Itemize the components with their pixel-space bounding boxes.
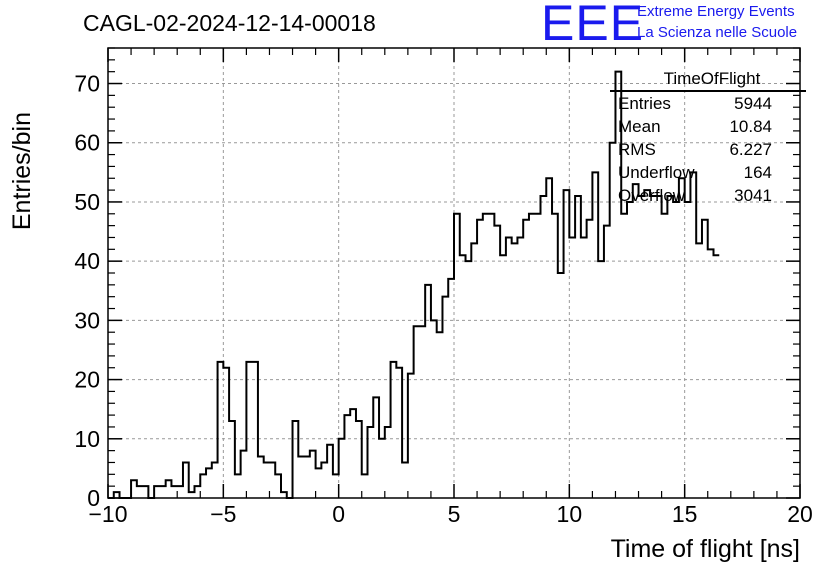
stats-label: Entries — [618, 94, 671, 113]
stats-value: 6.227 — [729, 140, 772, 159]
x-tick-label: 15 — [672, 501, 698, 527]
y-tick-label: 0 — [87, 485, 100, 511]
grid-lines — [108, 48, 800, 498]
axis-ticks — [107, 47, 801, 499]
stats-row-underflow: Underflow 164 — [610, 161, 806, 184]
chart-title: CAGL-02-2024-12-14-00018 — [83, 10, 376, 36]
y-axis-label: Entries/bin — [8, 112, 36, 231]
stats-label: Underflow — [618, 163, 695, 182]
x-tick-label: −5 — [210, 501, 236, 527]
y-tick-label: 50 — [74, 189, 100, 215]
eee-logo: EEE — [541, 0, 645, 51]
y-tick-label: 60 — [74, 130, 100, 156]
stats-row-rms: RMS 6.227 — [610, 138, 806, 161]
tick-labels: −10 −5 0 5 10 15 20 0 10 20 30 40 50 60 70 — [74, 71, 812, 527]
histogram-outline — [108, 70, 720, 499]
stats-box: TimeOfFlight Entries 5944 Mean 10.84 RMS… — [610, 68, 806, 207]
y-tick-label: 40 — [74, 248, 100, 274]
x-tick-label: −10 — [88, 501, 127, 527]
stats-value: 3041 — [734, 186, 772, 205]
stats-row-mean: Mean 10.84 — [610, 115, 806, 138]
stats-value: 164 — [743, 163, 772, 182]
stats-label: Mean — [618, 117, 661, 136]
y-tick-label: 30 — [74, 307, 100, 333]
stats-label: Overflow — [618, 186, 686, 205]
y-tick-label: 70 — [74, 71, 100, 97]
stats-value: 5944 — [734, 94, 772, 113]
stats-row-entries: Entries 5944 — [610, 92, 806, 115]
x-tick-label: 10 — [557, 501, 583, 527]
stats-value: 10.84 — [729, 117, 772, 136]
x-tick-label: 20 — [787, 501, 813, 527]
stats-title: TimeOfFlight — [610, 68, 806, 92]
brand-line-2: La Scienza nelle Scuole — [637, 24, 798, 41]
brand-line-1: Extreme Energy Events — [637, 3, 795, 20]
stats-row-overflow: Overflow 3041 — [610, 184, 806, 207]
x-tick-label: 0 — [332, 501, 345, 527]
stats-label: RMS — [618, 140, 656, 159]
x-axis-label: Time of flight [ns] — [610, 535, 800, 563]
y-tick-label: 10 — [74, 426, 100, 452]
x-tick-label: 5 — [448, 501, 461, 527]
y-tick-label: 20 — [74, 367, 100, 393]
